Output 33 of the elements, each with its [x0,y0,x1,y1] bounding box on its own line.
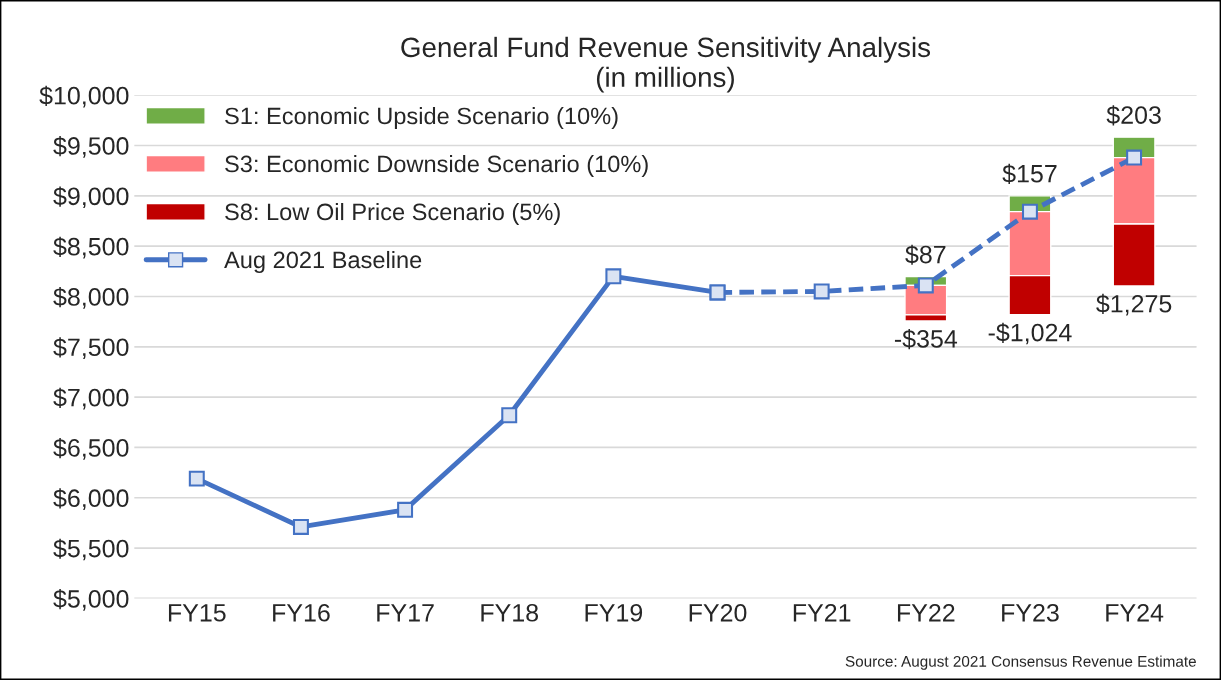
annotation: $203 [1106,105,1161,126]
annotation: -$1,024 [988,322,1072,345]
annotation: -$354 [894,328,958,350]
y-tick-label: $6,500 [53,437,129,460]
source-note: Source: August 2021 Consensus Revenue Estimate [845,655,1196,670]
x-tick-label: FY21 [793,603,851,622]
annotation: $1,275 [1096,293,1172,316]
legend-label: Aug 2021 Baseline [224,250,422,273]
legend-label: S3: Economic Downside Scenario (10%) [225,154,648,177]
y-tick-label: $7,500 [53,337,129,360]
annotation: $87 [905,244,946,265]
y-tick-label: $9,000 [53,186,129,209]
y-tick-label: $10,000 [39,85,129,108]
chart-title: General Fund Revenue Sensitivity Analysis (in millions) [401,36,931,93]
x-tick-label: FY17 [377,604,434,622]
y-tick-label: $9,500 [53,136,129,158]
x-tick-label: FY18 [481,603,539,622]
x-tick-label: FY24 [1106,603,1164,622]
x-tick-label: FY16 [273,603,330,622]
x-tick-label: FY15 [168,604,226,622]
x-tick-label: FY19 [585,603,643,622]
y-tick-label: $7,000 [53,387,129,410]
y-tick-label: $6,000 [53,488,129,511]
x-tick-label: FY23 [1002,603,1059,622]
x-tick-label: FY22 [897,603,955,622]
x-tick-label: FY20 [689,603,747,622]
y-tick-label: $8,000 [53,287,129,309]
annotation: $157 [1002,163,1057,185]
y-tick-label: $5,000 [53,588,129,611]
legend-label: S1: Economic Upside Scenario (10%) [225,107,618,130]
y-tick-label: $8,500 [53,236,129,259]
y-tick-label: $5,500 [53,538,129,561]
legend-label: S8: Low Oil Price Scenario (5%) [225,202,560,225]
